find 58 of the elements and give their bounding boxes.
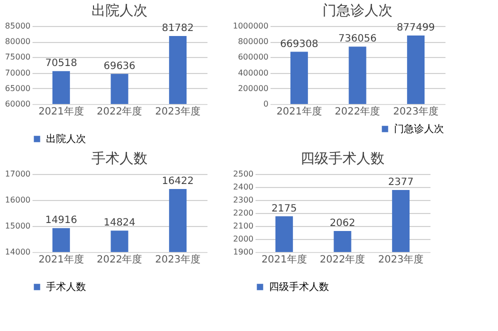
y-tick-label: 2400 [233,182,254,192]
x-tick-label: 2021年度 [261,254,307,266]
legend-label: 出院人次 [46,133,86,145]
data-label: 70518 [45,58,78,70]
y-tick-label: 0 [263,100,268,108]
chart-title: 手术人数 [92,151,148,167]
y-tick-label: 80000 [5,37,30,46]
data-label: 669308 [280,38,318,50]
y-tick-label: 85000 [5,22,30,30]
y-tick-label: 17000 [5,170,30,178]
y-tick-label: 65000 [5,84,30,93]
bar [290,52,308,104]
x-tick-label: 2021年度 [38,254,84,266]
x-tick-label: 2023年度 [393,106,439,118]
data-label: 81782 [162,23,194,34]
y-tick-label: 2500 [233,170,254,178]
data-label: 2175 [271,203,297,214]
data-label: 16422 [162,176,194,188]
x-tick-label: 2022年度 [320,254,366,266]
y-tick-label: 75000 [5,52,30,62]
data-label: 69636 [104,60,136,72]
data-label: 14824 [104,218,136,229]
y-tick-label: 200000 [238,84,268,93]
y-tick-label: 1900 [233,248,254,256]
x-tick-label: 2022年度 [334,106,380,118]
y-tick-label: 2200 [233,208,254,218]
data-label: 736056 [338,34,377,45]
y-tick-label: 2100 [233,222,254,230]
data-label: 877499 [396,22,435,34]
chart-title: 门急诊人次 [322,3,392,19]
x-tick-label: 2023年度 [155,106,201,118]
legend-label: 门急诊人次 [394,123,444,135]
y-tick-label: 70000 [5,68,30,78]
bar [407,36,425,104]
y-tick-label: 400000 [238,68,268,78]
x-tick-label: 2021年度 [38,106,84,118]
legend-label: 手术人数 [46,281,86,293]
bar [348,46,366,104]
y-tick-label: 2000 [233,234,254,244]
x-tick-label: 2021年度 [276,106,322,118]
chart-title: 四级手术人数 [300,151,384,167]
y-tick-label: 60000 [5,100,30,108]
x-tick-label: 2022年度 [96,106,142,118]
x-tick-label: 2023年度 [155,254,201,266]
x-tick-label: 2022年度 [96,254,142,266]
y-tick-label: 600000 [238,52,268,62]
y-tick-label: 14000 [5,248,30,256]
legend-label: 四级手术人数 [269,281,329,293]
x-tick-label: 2023年度 [378,254,424,266]
data-label: 2377 [388,176,414,188]
chart-title: 出院人次 [92,3,148,19]
y-tick-label: 16000 [5,196,30,204]
y-tick-label: 15000 [5,222,30,230]
y-tick-label: 800000 [238,37,268,46]
data-label: 2062 [330,218,356,229]
y-tick-label: 2300 [233,196,254,204]
y-tick-label: 1000000 [232,22,268,30]
data-label: 14916 [45,215,78,226]
